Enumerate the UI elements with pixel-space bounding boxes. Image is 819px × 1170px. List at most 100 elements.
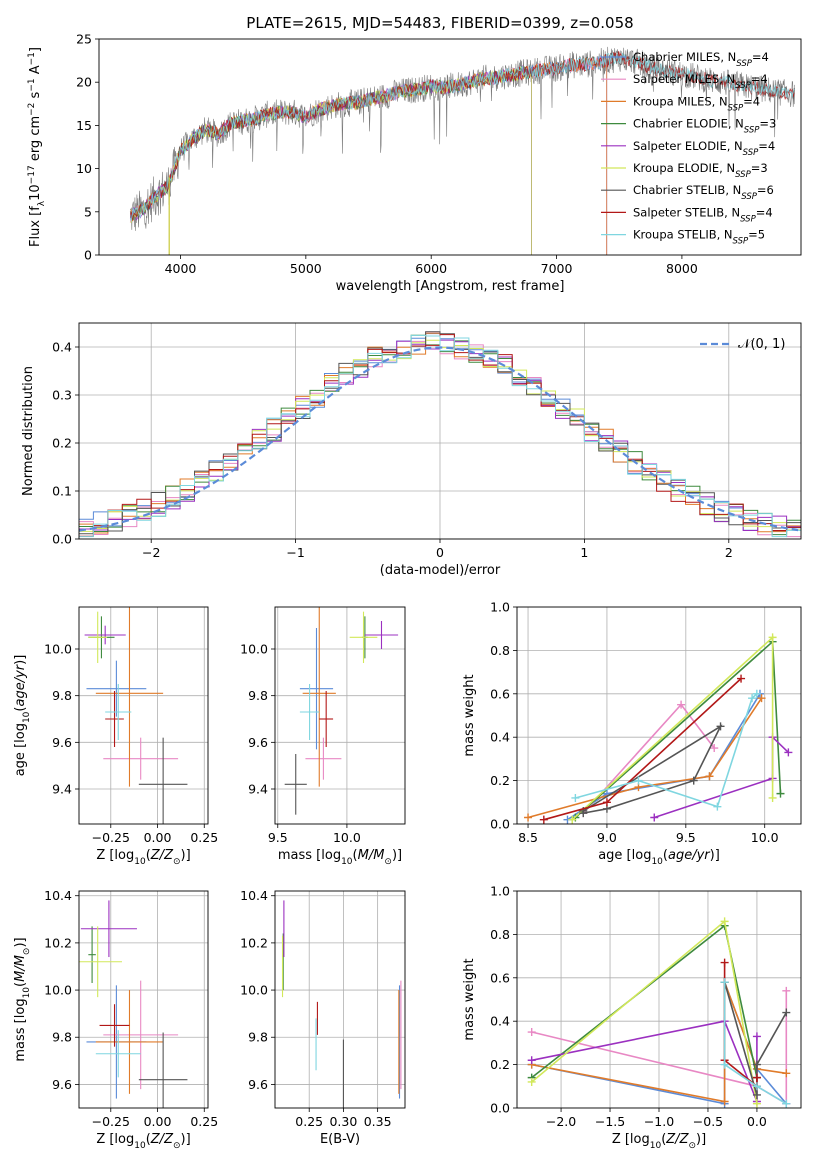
mass_vs_Z-plot-area xyxy=(79,891,208,1108)
data-point xyxy=(752,1060,761,1069)
x-tick-label: 10.0 xyxy=(751,830,779,845)
errorbar-salpeter-elodie xyxy=(364,621,399,649)
y-tick-label: 0.6 xyxy=(490,970,510,985)
data-point xyxy=(752,1090,761,1099)
y-axis-label: Normed distribution xyxy=(21,366,36,496)
y-tick-label: 9.6 xyxy=(248,735,268,750)
errorbar-kroupa-miles xyxy=(95,607,164,787)
model-spectrum-chabrier-elodie xyxy=(129,66,532,255)
model-spectrum-chabrier-miles xyxy=(129,54,608,255)
histogram-chabrier-stelib xyxy=(79,331,801,535)
series-kroupa-stelib xyxy=(571,689,761,811)
y-tick-label: 20 xyxy=(76,75,92,90)
x-axis-label: Z [log10(Z/Z⊙)] xyxy=(96,848,190,867)
data-point xyxy=(527,1077,536,1086)
panel-age_vs_Z: −0.25 0.00 0.25 9.4 9.6 9.8 10.0 Z [log10(Z/Z⊙)… xyxy=(13,606,218,867)
x-tick-label: −2 xyxy=(142,545,160,560)
legend-entry: Salpeter ELODIE, NSSP=4 xyxy=(633,139,775,158)
x-tick-label: −0.5 xyxy=(693,1114,723,1129)
series-kroupa-elodie xyxy=(568,633,777,824)
data-point xyxy=(720,1097,729,1106)
errorbar-kroupa-elodie xyxy=(79,926,122,998)
series-salpeter-elodie xyxy=(650,733,793,822)
y-tick-label: 0.2 xyxy=(490,1057,510,1072)
y-tick-label: 0.3 xyxy=(52,388,72,403)
data-point xyxy=(716,722,725,731)
mass_vs_EBV-plot-area xyxy=(275,891,405,1108)
x-tick-label: 7000 xyxy=(541,261,573,276)
errorbar-salpeter-elodie xyxy=(80,900,137,958)
errorbar-kroupa-stelib xyxy=(299,684,320,740)
y-tick-label: 10.4 xyxy=(44,888,72,903)
model-spectrum-salpeter-elodie xyxy=(129,64,532,255)
x-tick-label: 6000 xyxy=(415,261,447,276)
axes-frame xyxy=(78,890,209,1109)
x-tick-label: 9.0 xyxy=(597,830,617,845)
x-tick-label: 0.35 xyxy=(364,1114,392,1129)
massweight_vs_Z-plot-area xyxy=(517,891,801,1108)
data-point xyxy=(571,793,580,802)
errorbar-kroupa-elodie xyxy=(88,611,108,663)
data-point xyxy=(752,1032,761,1041)
errorbar-salpeter-miles xyxy=(103,980,179,1090)
errorbar-chabrier-elodie xyxy=(88,926,96,983)
massweight_vs_age-plot-area xyxy=(517,607,801,824)
errorbar-kroupa-miles xyxy=(302,607,336,787)
data-point xyxy=(710,744,719,753)
errorbar-kroupa-elodie xyxy=(349,611,378,663)
y-tick-label: 5 xyxy=(84,204,92,219)
panel-massweight_vs_age: 8.5 9.0 9.5 10.0 0.0 0.2 0.4 0.6 0.8 1.0 age [log1… xyxy=(462,600,802,867)
model-spectrum-kroupa-miles xyxy=(129,54,608,255)
y-tick-label: 9.4 xyxy=(248,782,268,797)
y-tick-label: 0.8 xyxy=(490,927,510,942)
legend-entry: Salpeter MILES, NSSP=4 xyxy=(633,72,768,91)
data-point xyxy=(782,1099,791,1108)
data-point xyxy=(782,986,791,995)
y-tick-label: 10.4 xyxy=(240,888,268,903)
legend-entry: Salpeter STELIB, NSSP=4 xyxy=(633,205,773,224)
errorbar-salpeter-miles xyxy=(305,737,342,780)
panel-mass_vs_EBV: 0.25 0.30 0.35 9.6 9.8 10.0 10.2 10.4 E(B-V) xyxy=(240,888,406,1147)
data-point xyxy=(720,1060,729,1069)
spectrum-plot-area xyxy=(129,46,795,255)
axes-frame xyxy=(516,890,802,1109)
data-point xyxy=(776,789,785,798)
series-chabrier-elodie xyxy=(527,921,761,1082)
x-tick-label: 9.5 xyxy=(676,830,696,845)
x-tick-label: 1 xyxy=(580,545,588,560)
x-tick-label: −1.5 xyxy=(595,1114,625,1129)
errorbar-salpeter-stelib xyxy=(319,691,334,747)
model-spectrum-kroupa-elodie xyxy=(130,66,532,255)
y-tick-label: 0.0 xyxy=(490,817,510,832)
data-point xyxy=(752,689,761,698)
residuals-plot-area xyxy=(79,323,801,539)
y-tick-label: 9.8 xyxy=(248,688,268,703)
y-tick-label: 1.0 xyxy=(490,600,510,615)
errorbar-salpeter-stelib xyxy=(105,691,124,747)
x-axis-label: Z [log10(Z/Z⊙)] xyxy=(96,1132,190,1151)
x-tick-label: 10.0 xyxy=(333,830,361,845)
y-tick-label: 9.8 xyxy=(52,688,72,703)
model-spectrum-salpeter-miles xyxy=(129,55,608,255)
age_vs_mass-plot-area xyxy=(275,607,405,824)
data-point xyxy=(720,917,729,926)
y-axis-label: mass weight xyxy=(462,674,477,756)
x-tick-label: −2.0 xyxy=(546,1114,576,1129)
y-axis-label: mass weight xyxy=(462,958,477,1040)
errorbar-kroupa-stelib xyxy=(105,684,132,740)
y-tick-label: 10.2 xyxy=(44,935,72,950)
y-tick-label: 0.4 xyxy=(490,1014,510,1029)
errorbar-chabrier-stelib xyxy=(284,754,307,815)
errorbar-chabrier-stelib xyxy=(138,737,188,824)
legend-entry: Kroupa ELODIE, NSSP=3 xyxy=(633,161,768,180)
x-tick-label: 0.30 xyxy=(329,1114,357,1129)
y-tick-label: 0.4 xyxy=(52,340,72,355)
data-point xyxy=(634,776,643,785)
legend-entry: Kroupa STELIB, NSSP=5 xyxy=(633,228,765,247)
y-tick-label: 9.6 xyxy=(248,1077,268,1092)
y-tick-label: 0.1 xyxy=(52,484,72,499)
data-point xyxy=(705,772,714,781)
y-tick-label: 0.2 xyxy=(52,436,72,451)
data-point xyxy=(713,802,722,811)
